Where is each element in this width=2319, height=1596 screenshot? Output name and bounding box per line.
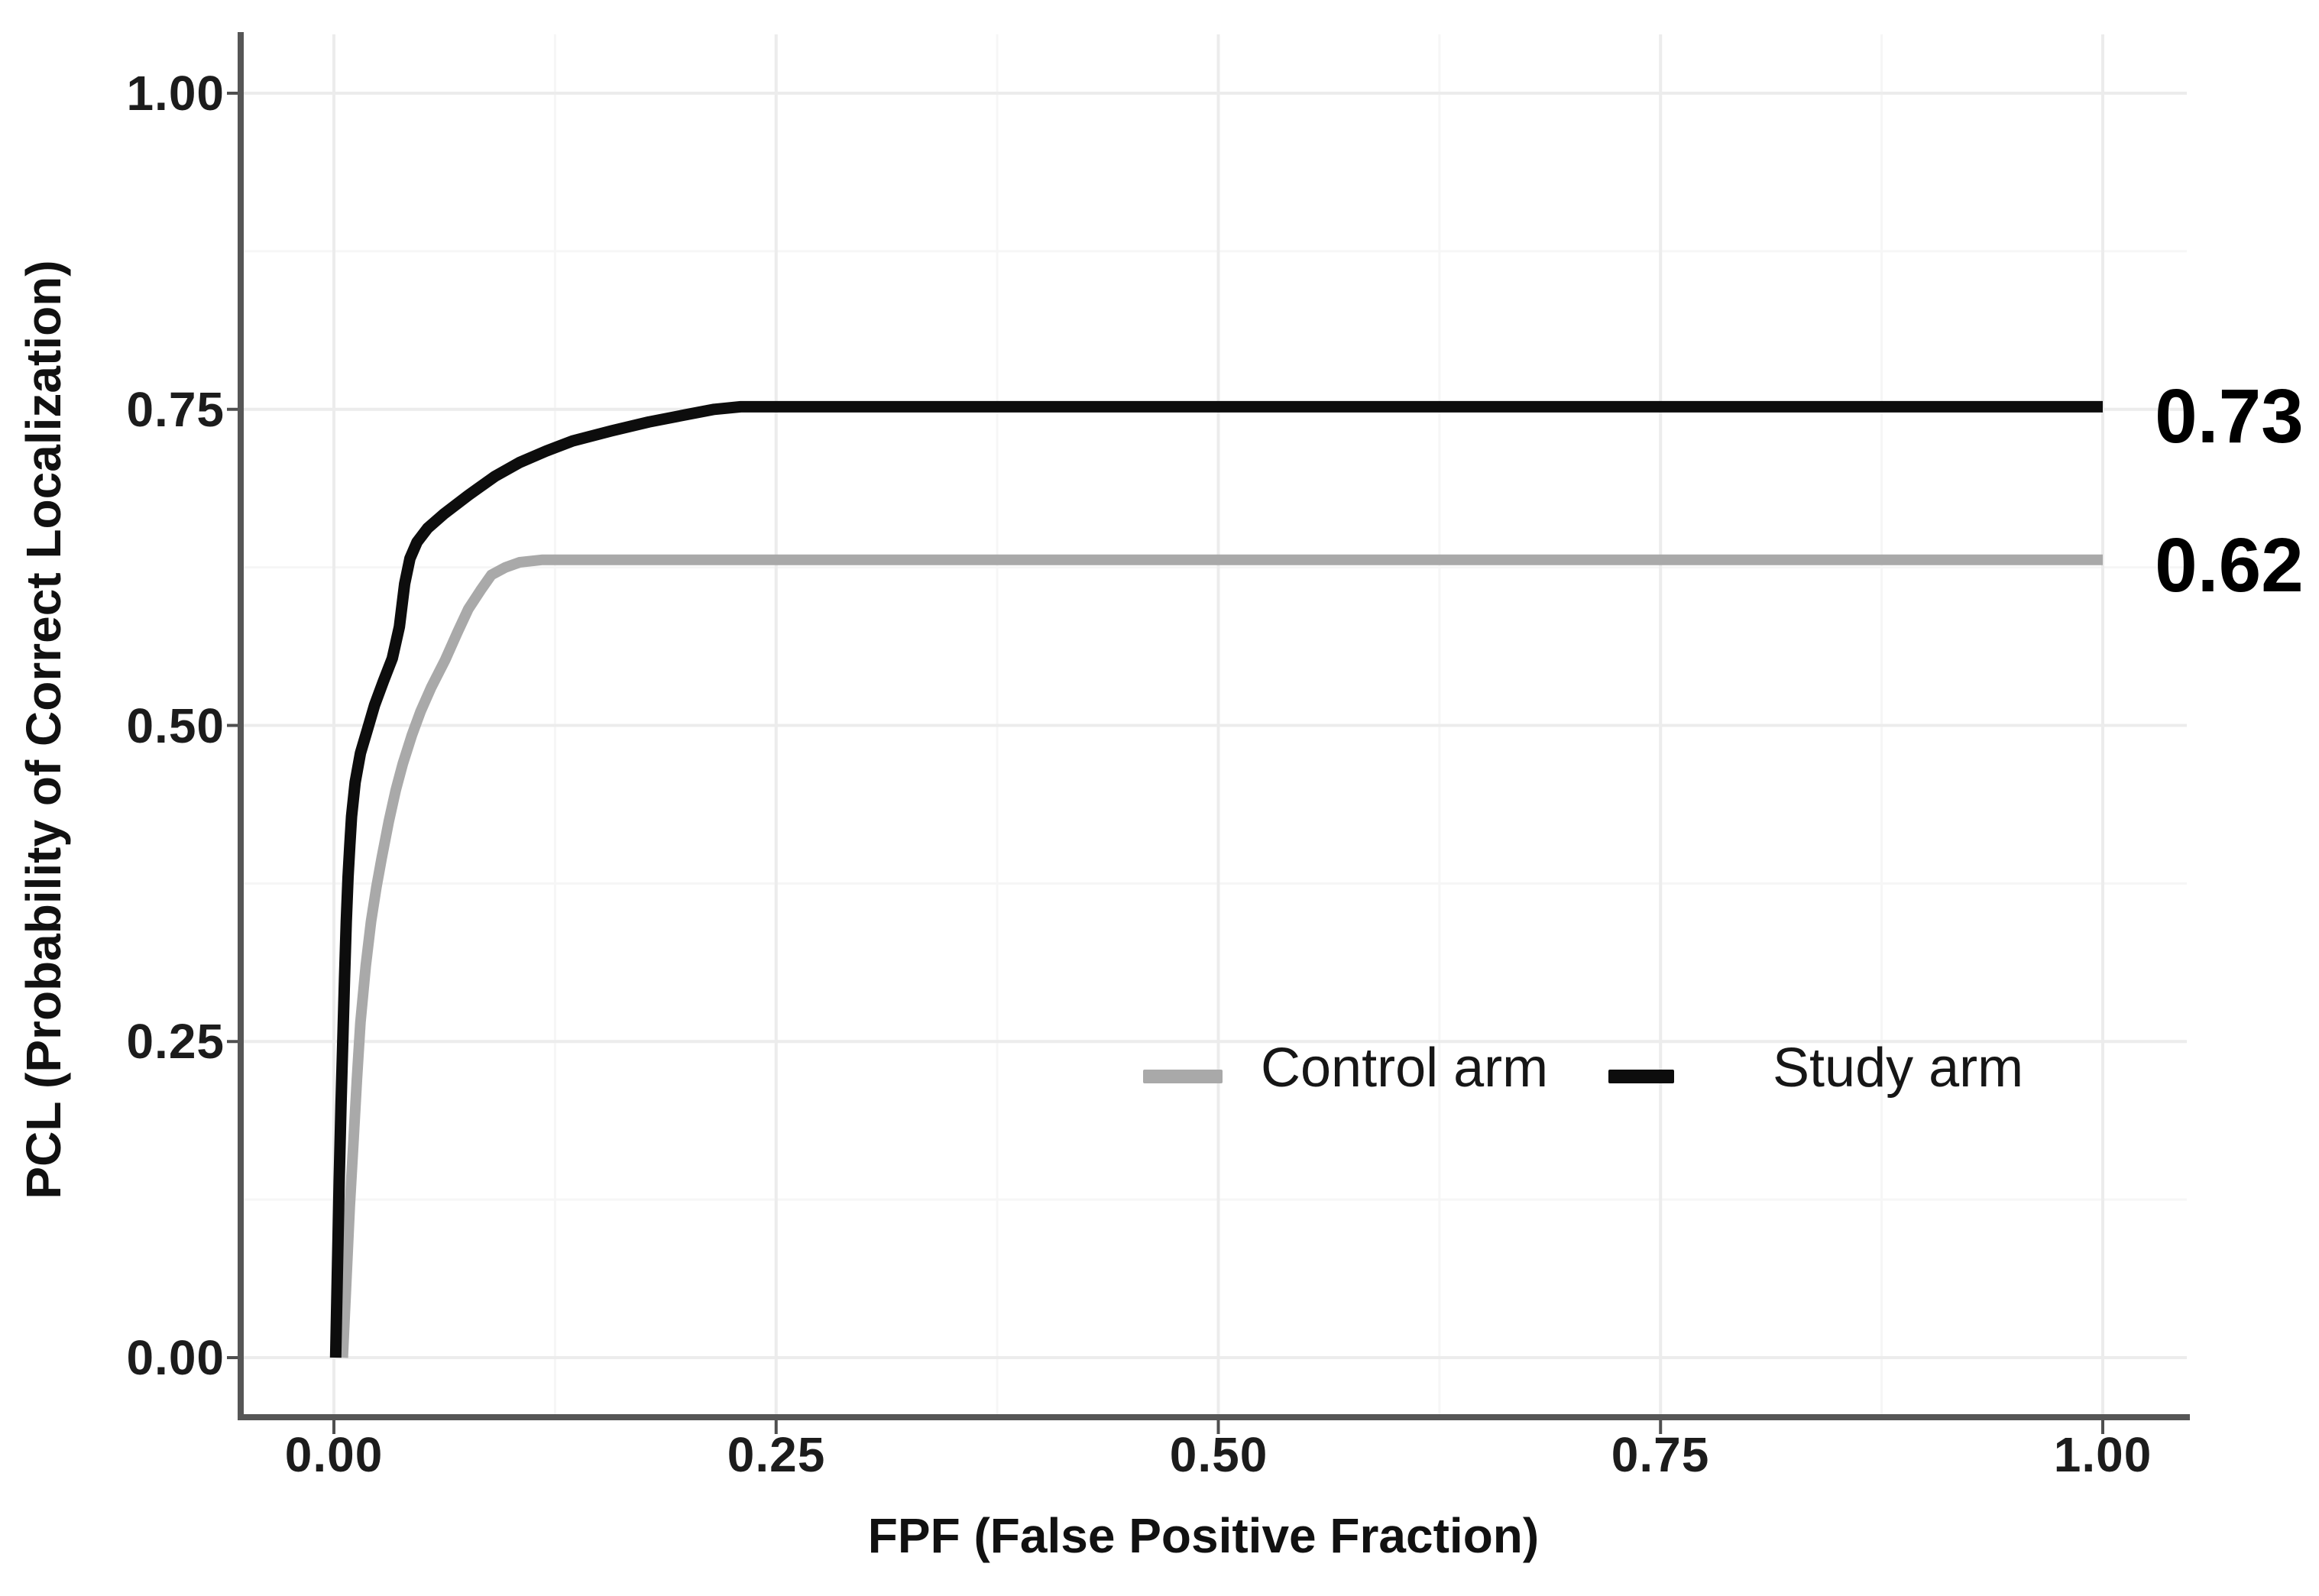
- study-arm-legend-swatch: [1608, 1070, 1674, 1083]
- study-arm-curve: [329, 400, 2103, 1358]
- control-arm-value-label: 0.62: [2155, 523, 2304, 608]
- y-axis-title: PCL (Probability of Correct Localization…: [16, 260, 71, 1199]
- y-tick-label-2: 0.50: [126, 698, 225, 753]
- control-arm-legend-swatch: [1143, 1070, 1223, 1083]
- x-tick-label-2: 0.50: [1169, 1427, 1268, 1482]
- x-tick-label-4: 1.00: [2053, 1427, 2152, 1482]
- study-arm-legend-label: Study arm: [1773, 1038, 2024, 1099]
- y-tick-label-3: 0.75: [126, 382, 225, 437]
- control-arm-legend-label: Control arm: [1261, 1038, 1549, 1099]
- study-arm-value-label: 0.73: [2155, 374, 2304, 459]
- x-tick-label-1: 0.25: [727, 1427, 826, 1482]
- y-tick-label-4: 1.00: [126, 66, 225, 121]
- y-tick-label-1: 0.25: [126, 1014, 225, 1069]
- y-tick-label-0: 0.00: [126, 1330, 225, 1385]
- x-tick-label-3: 0.75: [1611, 1427, 1710, 1482]
- x-tick-label-0: 0.00: [284, 1427, 384, 1482]
- control-arm-curve: [337, 554, 2103, 1358]
- x-axis-title: FPF (False Positive Fraction): [867, 1508, 1540, 1563]
